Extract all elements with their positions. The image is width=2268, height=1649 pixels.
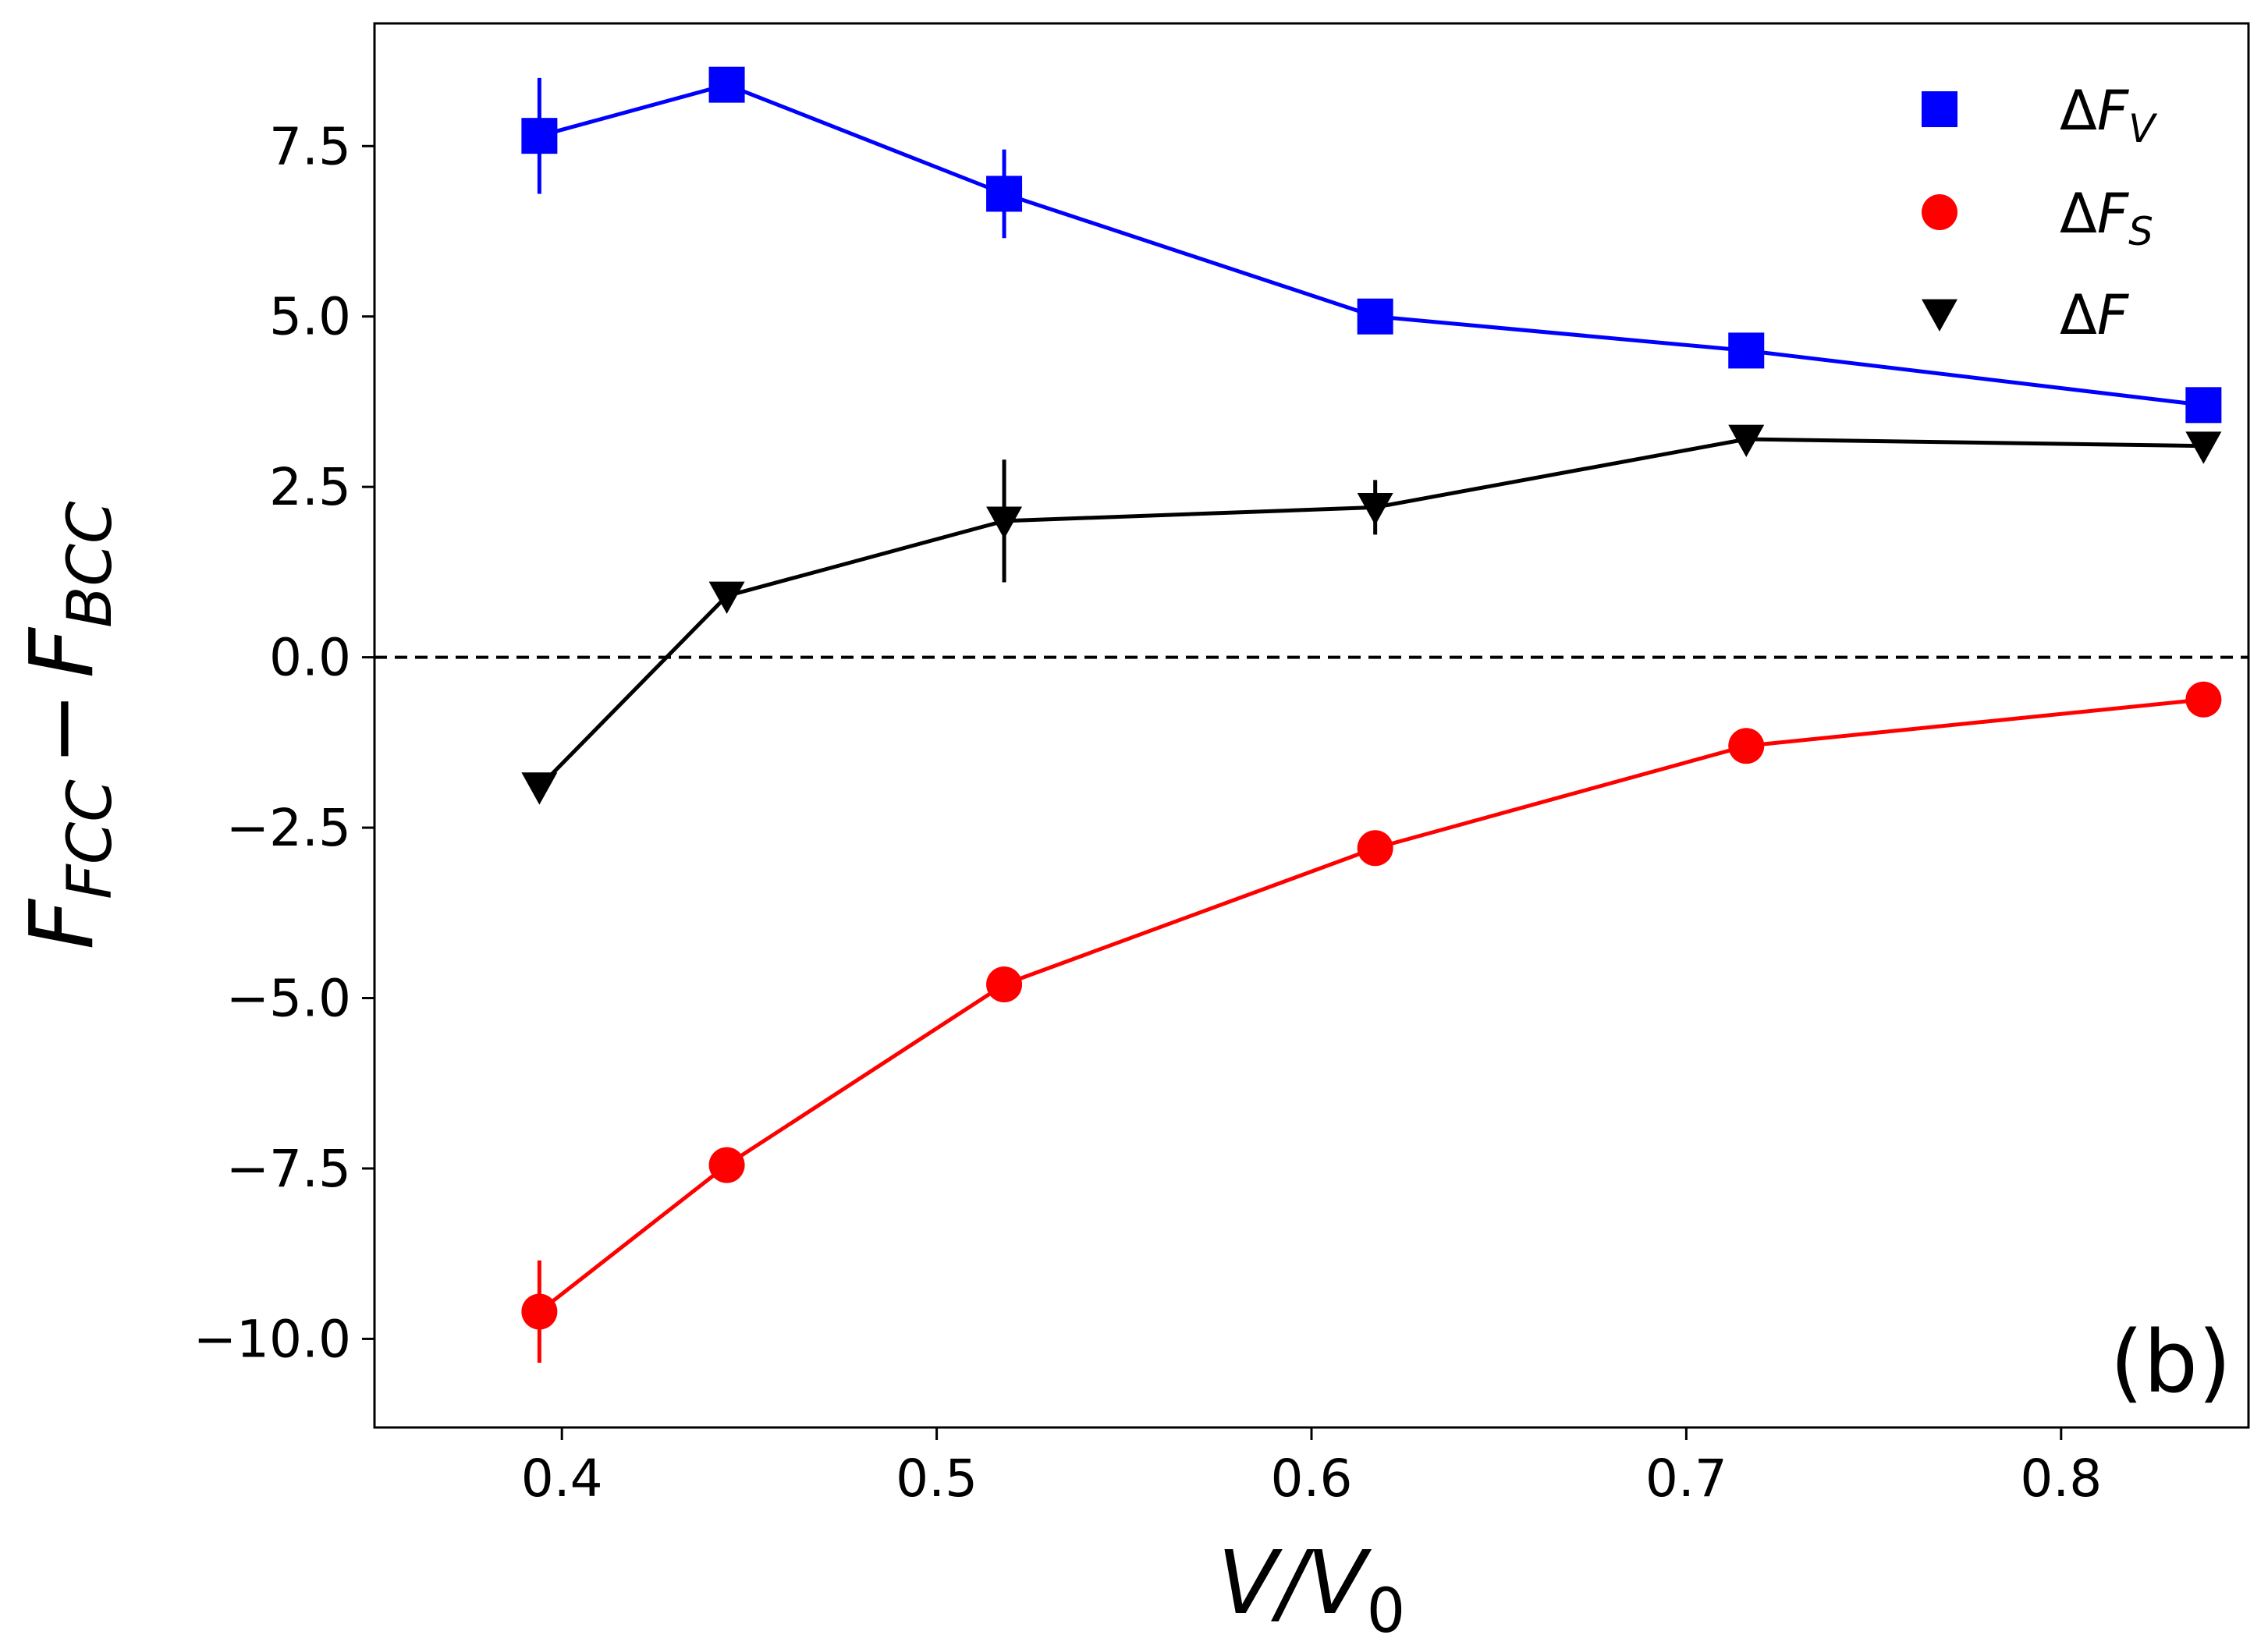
data-point: [2185, 431, 2222, 464]
legend-label: ΔF: [2060, 283, 2130, 347]
y-axis-title-f2: F: [12, 626, 113, 678]
y-tick-label: 7.5: [269, 116, 351, 176]
series-line: [538, 83, 2204, 407]
legend-marker: [1922, 299, 1957, 332]
data-point: [986, 176, 1023, 212]
panel-label: (b): [2110, 1312, 2231, 1412]
y-axis-title: FFCC−FBCC: [12, 501, 126, 949]
data-point: [2185, 681, 2222, 718]
x-tick-label: 0.8: [2020, 1449, 2102, 1509]
data-point: [1357, 830, 1393, 867]
y-tick-label: −7.5: [226, 1139, 351, 1199]
data-point: [1728, 332, 1765, 369]
legend-label: ΔFV: [2060, 79, 2158, 151]
x-tick-label: 0.6: [1271, 1449, 1353, 1509]
y-axis-title-sub1: FCC: [55, 779, 126, 899]
data-point: [986, 506, 1023, 539]
legend-item: ΔFS: [1922, 182, 2153, 254]
data-point: [1357, 492, 1393, 526]
data-point: [2185, 387, 2222, 424]
x-axis-title-subscript: 0: [1367, 1576, 1406, 1647]
data-point: [986, 966, 1023, 1003]
data-point: [521, 118, 558, 154]
data-point: [521, 772, 558, 805]
series-2: [521, 424, 2222, 805]
plot-background: [374, 23, 2248, 1427]
data-point: [1728, 424, 1765, 458]
data-point: [521, 1293, 558, 1330]
series-line: [538, 437, 2204, 789]
legend-marker: [1922, 91, 1957, 127]
data-point: [1728, 728, 1765, 764]
legend: ΔFV ΔFS ΔF: [1922, 79, 2158, 347]
series-0: [521, 66, 2222, 424]
x-tick-label: 0.7: [1645, 1449, 1727, 1509]
legend-item: ΔF: [1922, 283, 2130, 347]
y-axis-title-minus: −: [12, 692, 113, 765]
x-axis-title-main: V/V: [1218, 1533, 1372, 1634]
legend-item: ΔFV: [1922, 79, 2158, 151]
x-axis-title: V/V0: [1218, 1533, 1406, 1647]
y-axis-title-f1: F: [12, 898, 113, 949]
y-tick-label: 0.0: [269, 628, 351, 688]
data-point: [1357, 298, 1393, 335]
data-point: [708, 66, 745, 103]
data-point: [708, 581, 745, 614]
data-point: [708, 1147, 745, 1183]
y-tick-label: −5.0: [226, 969, 351, 1029]
y-axis: −10.0 −7.5 −5.0 −2.5 0.0 2.5 5.0 7.5: [193, 116, 374, 1369]
x-axis: 0.4 0.5 0.6 0.7 0.8: [521, 1427, 2102, 1509]
y-tick-label: 2.5: [269, 457, 351, 517]
y-tick-label: −10.0: [193, 1309, 351, 1369]
x-tick-label: 0.5: [896, 1449, 978, 1509]
y-tick-label: −2.5: [226, 798, 351, 858]
x-tick-label: 0.4: [521, 1449, 603, 1509]
legend-marker: [1922, 194, 1957, 230]
series-layer: [521, 66, 2222, 1363]
series-line: [538, 697, 2204, 1314]
y-axis-title-sub2: BCC: [55, 501, 126, 628]
series-1: [521, 681, 2222, 1363]
y-tick-label: 5.0: [269, 287, 351, 347]
legend-label: ΔFS: [2060, 182, 2153, 254]
